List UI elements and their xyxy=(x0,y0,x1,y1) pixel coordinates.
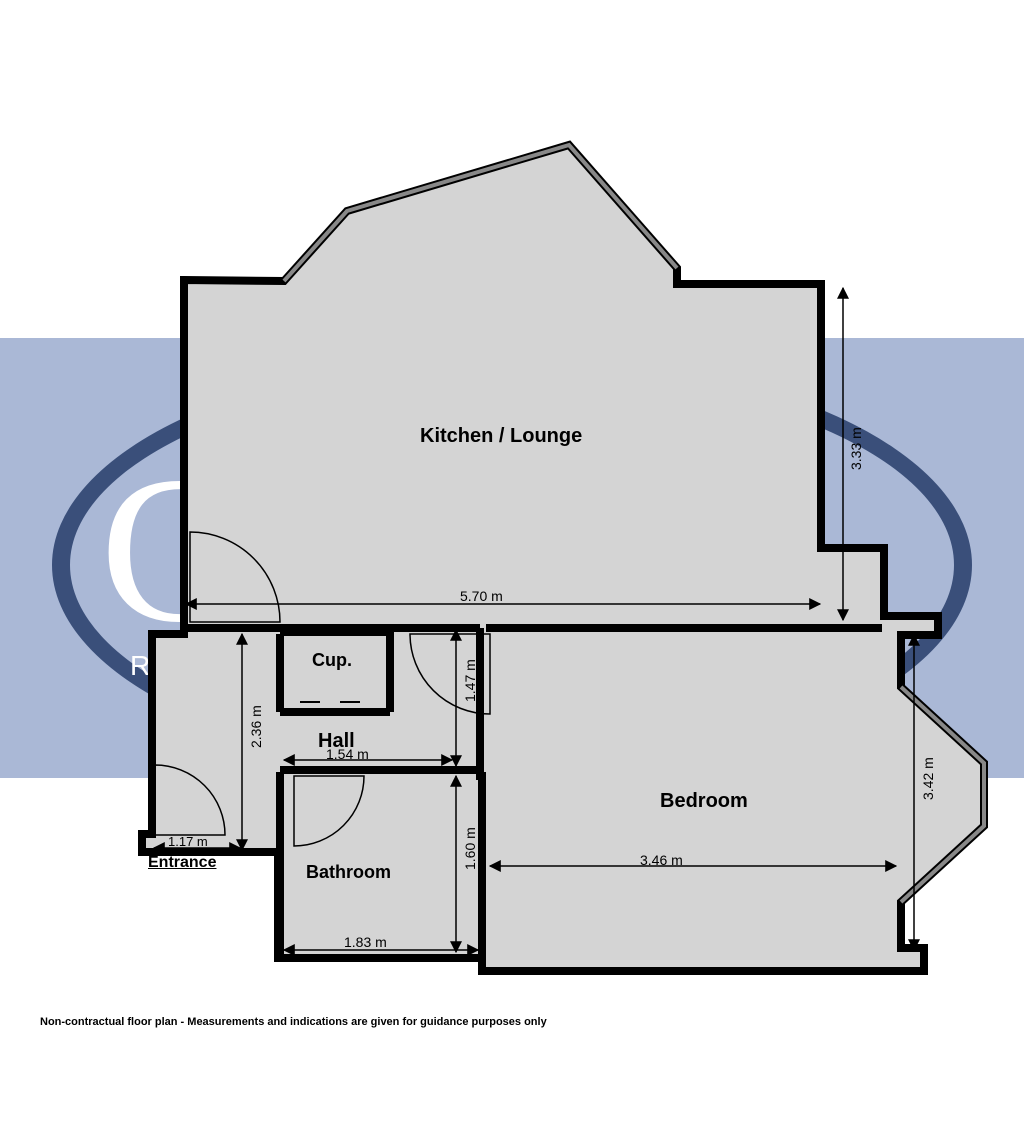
label-entrance: Entrance xyxy=(148,854,216,872)
dim-333: 3.33 m xyxy=(848,427,864,470)
dim-117: 1.17 m xyxy=(168,834,208,849)
floorplan-svg xyxy=(0,0,1024,1137)
dim-160: 1.60 m xyxy=(462,827,478,870)
label-kitchen-lounge: Kitchen / Lounge xyxy=(420,425,582,448)
floorplan-stage: Clarkes RESIDENTIAL SALES & LETTINGS AGE… xyxy=(0,0,1024,1137)
label-bathroom: Bathroom xyxy=(306,862,391,883)
dim-342: 3.42 m xyxy=(920,757,936,800)
footer-disclaimer: Non-contractual floor plan - Measurement… xyxy=(40,1016,547,1028)
label-bedroom: Bedroom xyxy=(660,790,748,813)
dim-183: 1.83 m xyxy=(344,934,387,950)
dim-147: 1.47 m xyxy=(462,659,478,702)
dim-236: 2.36 m xyxy=(248,705,264,748)
label-cup: Cup. xyxy=(312,650,352,671)
dim-346: 3.46 m xyxy=(640,852,683,868)
dim-570: 5.70 m xyxy=(460,588,503,604)
dim-154: 1.54 m xyxy=(326,746,369,762)
